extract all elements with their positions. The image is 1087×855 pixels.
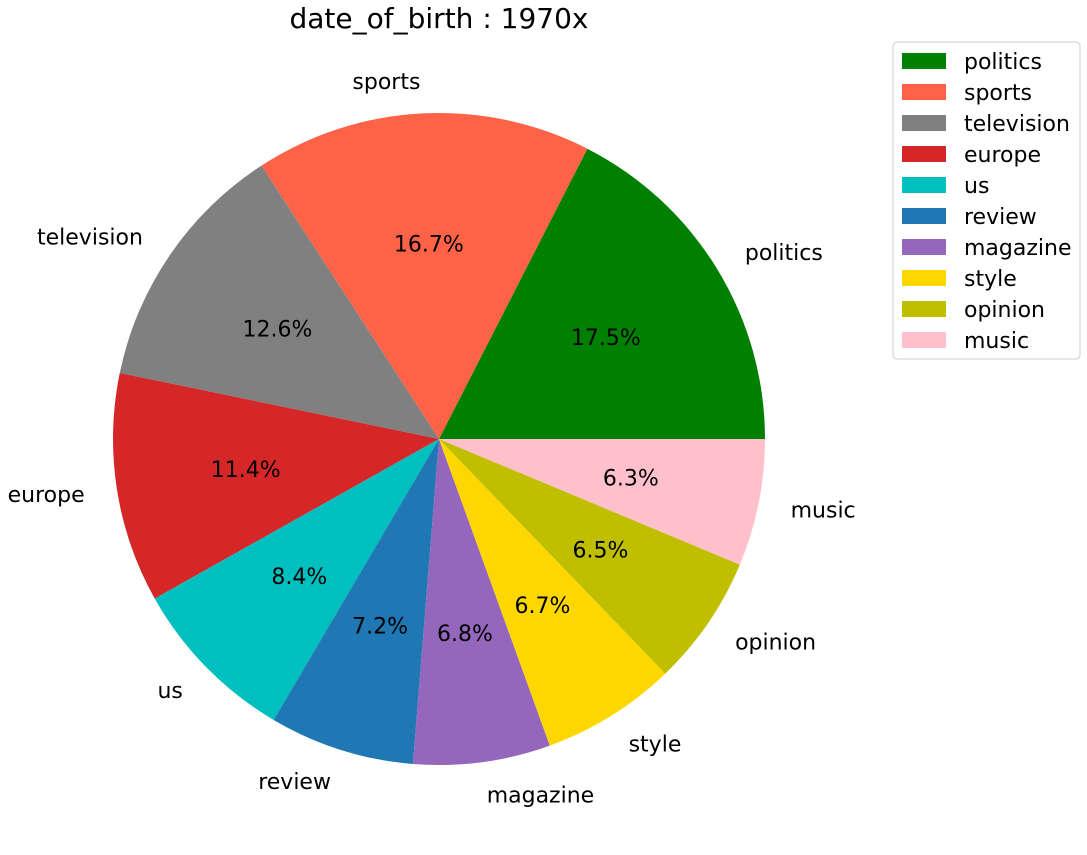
- pie-slice-us: [154, 439, 440, 720]
- legend-label-politics: politics: [964, 50, 1042, 75]
- pct-label-europe: 11.4%: [211, 458, 281, 483]
- legend-swatch-opinion: [902, 301, 946, 317]
- legend-label-magazine: magazine: [964, 236, 1072, 261]
- legend-swatch-television: [902, 115, 946, 131]
- pct-label-sports: 16.7%: [394, 233, 464, 258]
- legend-label-opinion: opinion: [964, 298, 1045, 323]
- legend-label-music: music: [964, 329, 1029, 354]
- pct-label-opinion: 6.5%: [573, 538, 629, 563]
- pct-label-style: 6.7%: [514, 594, 570, 619]
- legend: politics sports television europe us review ma…: [892, 41, 1081, 360]
- pie-slice-style: [439, 439, 666, 746]
- legend-swatch-sports: [902, 84, 946, 100]
- legend-label-review: review: [964, 205, 1037, 230]
- legend-swatch-us: [902, 177, 946, 193]
- pct-label-magazine: 6.8%: [437, 622, 493, 647]
- chart-title: date_of_birth : 1970x: [290, 2, 589, 35]
- legend-label-television: television: [964, 112, 1070, 137]
- slice-label-politics: politics: [745, 241, 823, 266]
- pie-slice-opinion: [439, 439, 740, 674]
- pie-slice-music: [439, 439, 765, 565]
- slice-label-opinion: opinion: [735, 630, 816, 655]
- legend-swatch-style: [902, 270, 946, 286]
- pie-slice-television: [119, 165, 439, 439]
- legend-swatch-europe: [902, 146, 946, 162]
- legend-label-europe: europe: [964, 143, 1041, 168]
- pct-label-television: 12.6%: [243, 318, 313, 343]
- legend-swatch-review: [902, 208, 946, 224]
- slice-label-europe: europe: [8, 483, 85, 508]
- slice-label-magazine: magazine: [487, 783, 595, 808]
- pct-label-music: 6.3%: [603, 466, 659, 491]
- legend-swatch-politics: [902, 53, 946, 69]
- slice-label-sports: sports: [352, 70, 420, 95]
- slice-label-television: television: [37, 226, 143, 251]
- slice-label-us: us: [157, 679, 182, 704]
- slice-labels: politics 17.5% sports 16.7% television 12.6% e…: [8, 70, 856, 809]
- legend-swatch-music: [902, 332, 946, 348]
- pie-slice-sports: [261, 113, 588, 440]
- slice-label-music: music: [791, 498, 856, 523]
- pie-slice-review: [273, 439, 439, 764]
- pie-slice-politics: [439, 148, 765, 439]
- pct-label-us: 8.4%: [271, 565, 327, 590]
- pie-slice-magazine: [412, 439, 550, 765]
- pie-slice-europe: [113, 372, 439, 599]
- legend-swatch-magazine: [902, 239, 946, 255]
- pct-label-review: 7.2%: [352, 615, 408, 640]
- slice-label-style: style: [629, 732, 682, 757]
- legend-label-sports: sports: [964, 81, 1032, 106]
- pie-slices: [113, 113, 765, 765]
- legend-label-us: us: [964, 174, 989, 199]
- pct-label-politics: 17.5%: [571, 326, 641, 351]
- slice-label-review: review: [258, 770, 331, 795]
- legend-label-style: style: [964, 267, 1017, 292]
